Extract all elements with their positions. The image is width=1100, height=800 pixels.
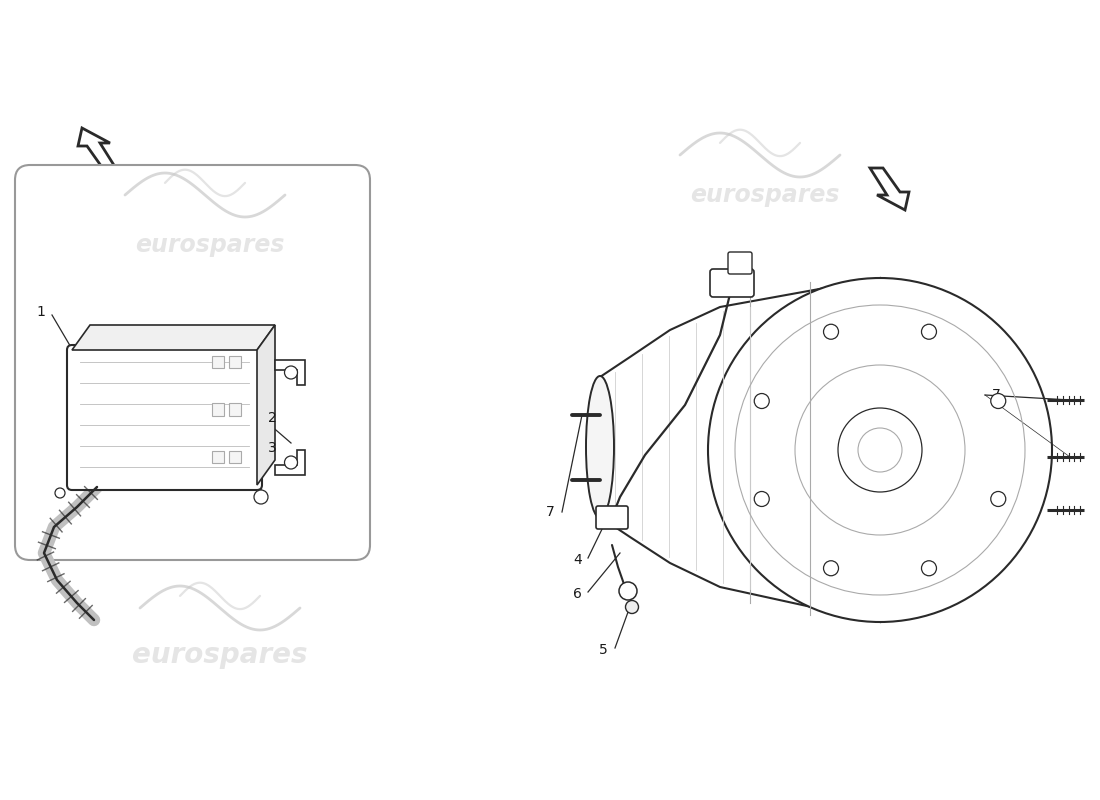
Circle shape [838,408,922,492]
Polygon shape [72,325,275,350]
Text: eurospares: eurospares [132,641,308,669]
FancyBboxPatch shape [229,403,241,415]
Text: eurospares: eurospares [691,183,839,207]
Polygon shape [275,450,305,475]
FancyBboxPatch shape [229,356,241,368]
FancyBboxPatch shape [15,165,370,560]
Text: 4: 4 [573,553,582,567]
FancyBboxPatch shape [212,356,224,368]
FancyBboxPatch shape [67,345,262,490]
Circle shape [285,366,297,379]
FancyBboxPatch shape [212,403,224,415]
Circle shape [285,456,297,469]
Polygon shape [257,325,275,485]
FancyBboxPatch shape [229,451,241,463]
FancyBboxPatch shape [596,506,628,529]
FancyBboxPatch shape [710,269,754,297]
Polygon shape [275,360,305,385]
Text: 5: 5 [600,643,608,657]
Circle shape [708,278,1052,622]
Circle shape [824,324,838,339]
Text: 1: 1 [36,305,45,319]
Text: 7: 7 [547,505,556,519]
Circle shape [254,490,268,504]
Circle shape [991,491,1005,506]
Circle shape [991,394,1005,409]
Circle shape [55,488,65,498]
Text: eurospares: eurospares [135,233,285,257]
FancyBboxPatch shape [212,451,224,463]
Circle shape [922,561,936,576]
Circle shape [755,491,769,506]
Text: 3: 3 [268,441,277,455]
Circle shape [755,394,769,409]
Text: 7: 7 [992,388,1001,402]
Ellipse shape [586,376,614,518]
Circle shape [626,601,638,614]
FancyBboxPatch shape [728,252,752,274]
Circle shape [824,561,838,576]
Circle shape [619,582,637,600]
Polygon shape [600,278,880,622]
Text: 6: 6 [573,587,582,601]
Text: 2: 2 [268,411,277,425]
Circle shape [922,324,936,339]
